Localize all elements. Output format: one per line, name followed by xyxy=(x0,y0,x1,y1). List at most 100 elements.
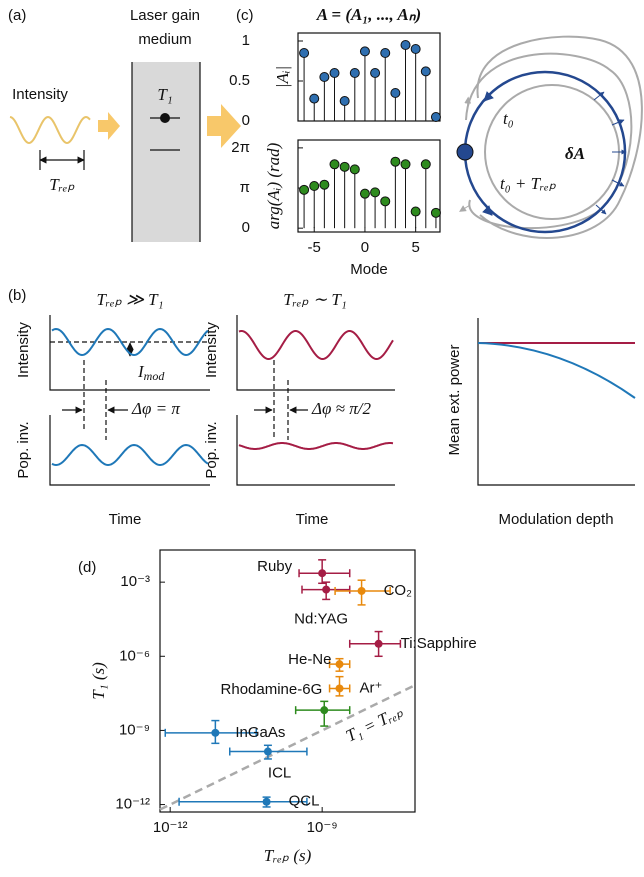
electron xyxy=(160,113,170,123)
point-label: QCL xyxy=(289,793,320,810)
stem-marker xyxy=(349,68,360,78)
y-label: Intensity xyxy=(203,322,220,378)
trajectory xyxy=(465,35,643,239)
y-tick-label: 10⁻¹² xyxy=(115,796,150,813)
panel-label: (a) xyxy=(8,7,26,24)
x-label: Mode xyxy=(350,261,388,278)
stem-marker xyxy=(380,48,391,58)
stem-marker xyxy=(390,88,401,98)
point-label: InGaAs xyxy=(235,724,285,741)
phase-label: Δφ = π xyxy=(131,399,180,418)
point xyxy=(374,639,383,648)
point-label: CO₂ xyxy=(384,582,413,599)
power-curve xyxy=(477,342,636,399)
axes xyxy=(477,318,635,486)
stem-marker xyxy=(339,96,350,106)
stem-marker xyxy=(370,187,381,198)
stem-marker xyxy=(420,159,431,170)
trajectory-arrow xyxy=(459,204,471,212)
panel-label: (d) xyxy=(78,559,96,576)
y-tick-label: 10⁻⁹ xyxy=(119,721,150,738)
point xyxy=(211,728,220,737)
orbit-arrow xyxy=(482,205,493,216)
orbit-arrow xyxy=(483,91,494,102)
panel-label: (c) xyxy=(236,7,254,24)
stem-marker xyxy=(430,207,441,218)
x-tick-label: -5 xyxy=(308,239,321,256)
point xyxy=(335,684,344,693)
y-tick-label: 10⁻⁶ xyxy=(119,647,150,664)
stem-marker xyxy=(410,44,421,54)
intensity-wave xyxy=(9,115,91,145)
stem-marker xyxy=(410,206,421,217)
imod-sub: mod xyxy=(144,369,166,383)
reference-label: T₁ = Tᵣₑₚ xyxy=(343,702,407,746)
inversion-wave xyxy=(51,443,209,467)
stem-marker xyxy=(349,164,360,175)
point xyxy=(320,706,329,715)
chart-title: A = (A₁, ..., Aₙ) xyxy=(316,5,421,24)
reference-line xyxy=(159,684,416,811)
stem-marker xyxy=(400,159,411,170)
point xyxy=(322,585,331,594)
stem-marker xyxy=(329,68,340,78)
y-label: Pop. inv. xyxy=(15,421,32,478)
stem-marker xyxy=(359,46,370,57)
point-label: Ruby xyxy=(257,558,293,575)
perturbation-arrows xyxy=(593,91,627,215)
point xyxy=(335,660,344,669)
plot-frame xyxy=(159,549,416,813)
stem-marker xyxy=(319,72,330,82)
t0-label: t₀ xyxy=(503,109,514,128)
panel-label: (b) xyxy=(8,287,26,304)
state-point xyxy=(456,143,474,161)
x-tick-label: 0 xyxy=(361,239,369,256)
arrow xyxy=(98,112,120,140)
t1-label: T₁ xyxy=(157,85,172,104)
point-label: He-Ne xyxy=(288,651,331,668)
plot-frame xyxy=(297,139,441,233)
stem-marker xyxy=(299,184,310,195)
x-tick-label: 5 xyxy=(411,239,419,256)
y-tick-label: π xyxy=(240,179,250,196)
axes xyxy=(236,315,395,486)
x-label: Tᵣₑₚ (s) xyxy=(264,846,312,865)
point xyxy=(262,797,271,806)
trajectory-arrow xyxy=(464,96,472,113)
y-label: arg(Aᵢ) (rad) xyxy=(264,142,283,229)
intensity-wave xyxy=(238,330,394,360)
subplot-title: Tᵣₑₚ ∼ T₁ xyxy=(283,290,346,309)
stem-marker xyxy=(319,179,330,190)
y-tick-label: 0 xyxy=(242,112,250,129)
x-tick-label: 10⁻⁹ xyxy=(307,819,338,836)
y-label: Intensity xyxy=(15,322,32,378)
phase-label: Δφ ≈ π/2 xyxy=(311,399,371,418)
gain-medium xyxy=(132,62,200,242)
intensity-label: Intensity xyxy=(12,86,68,103)
point-label: Rhodamine-6G xyxy=(221,681,323,698)
stem-marker xyxy=(309,93,320,104)
y-label: T₁ (s) xyxy=(89,662,108,700)
y-tick-label: 2π xyxy=(231,139,250,156)
intensity-wave xyxy=(51,327,209,357)
stem-marker xyxy=(390,156,401,167)
medium-label: Laser gain xyxy=(130,7,200,24)
point xyxy=(263,747,272,756)
stem-marker xyxy=(309,181,320,191)
x-label: Modulation depth xyxy=(498,511,613,528)
stem-marker xyxy=(359,188,370,199)
stem-marker xyxy=(430,112,441,122)
imod-label: Imod xyxy=(137,362,165,383)
stem-marker xyxy=(420,66,431,77)
orbit xyxy=(484,84,620,220)
stem-marker xyxy=(299,48,310,58)
subplot-title: Tᵣₑₚ ≫ T₁ xyxy=(96,290,163,309)
y-label: Pop. inv. xyxy=(203,421,220,478)
x-label: Time xyxy=(296,511,329,528)
y-tick-label: 0.5 xyxy=(229,72,250,89)
t0-trep-label: t₀ + Tᵣₑₚ xyxy=(500,174,557,193)
point xyxy=(318,569,327,578)
plot-frame xyxy=(297,32,441,122)
point-label: Ar⁺ xyxy=(360,679,383,696)
